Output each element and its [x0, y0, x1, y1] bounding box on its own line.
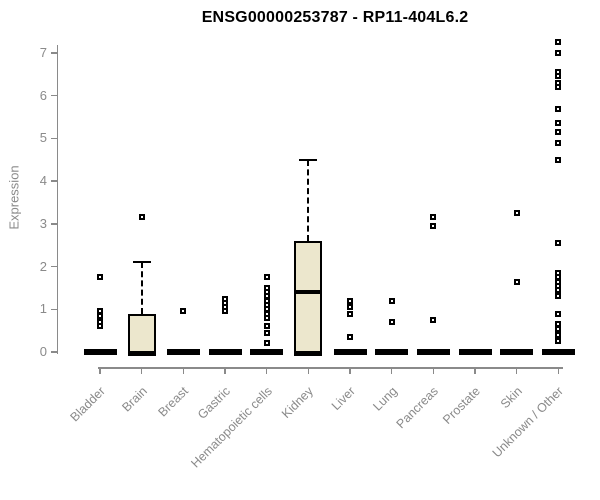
outlier-point [347, 334, 354, 341]
outlier-point [97, 323, 103, 330]
zero-bar [166, 349, 200, 355]
outlier-point [388, 297, 395, 304]
outlier-point [263, 314, 270, 321]
outlier-point [555, 39, 562, 46]
y-tick-label: 5 [39, 130, 47, 146]
x-tick [307, 367, 310, 374]
zero-bar [458, 349, 492, 355]
whisker [140, 262, 143, 314]
y-tick [51, 351, 57, 353]
box [127, 313, 156, 356]
zero-bar [541, 349, 575, 355]
x-tick [182, 367, 185, 374]
y-axis-line [56, 45, 58, 354]
outlier-point [555, 287, 562, 294]
y-tick-label: 1 [39, 301, 47, 317]
zero-bar [500, 349, 534, 355]
y-tick [51, 94, 57, 97]
outlier-point [430, 214, 437, 221]
x-tick [349, 367, 351, 374]
outlier-point [555, 120, 562, 127]
x-tick [390, 367, 393, 374]
median-line [294, 290, 323, 295]
chart-title: ENSG00000253787 - RP11-404L6.2 [201, 9, 469, 26]
y-tick-label: 3 [39, 215, 47, 231]
zero-bar [250, 349, 284, 355]
outlier-point [555, 310, 562, 317]
outlier-point [263, 340, 270, 347]
outlier-point [347, 310, 354, 317]
outlier-point [263, 329, 270, 336]
zero-bar [416, 349, 450, 355]
x-tick [140, 367, 143, 374]
x-tick [515, 367, 518, 374]
y-tick-label: 6 [39, 87, 47, 103]
y-tick [51, 265, 57, 268]
x-tick [432, 367, 435, 374]
outlier-point [347, 297, 354, 304]
y-tick [51, 137, 57, 140]
zero-bar [333, 349, 367, 355]
outlier-point [97, 274, 103, 281]
outlier-point [263, 274, 270, 281]
outlier-point [555, 156, 562, 163]
y-tick-label: 4 [39, 173, 47, 189]
zero-bar [83, 349, 117, 355]
y-tick-label: 2 [39, 258, 47, 274]
zero-bar [375, 349, 409, 355]
y-tick [51, 52, 57, 54]
outlier-point [180, 308, 187, 315]
x-tick [224, 367, 226, 374]
outlier-point [555, 129, 562, 136]
y-tick-label: 0 [39, 344, 47, 359]
y-tick [51, 308, 57, 311]
x-tick [99, 367, 101, 374]
outlier-point [513, 278, 520, 285]
whisker-cap [132, 261, 151, 264]
x-tick [557, 367, 560, 374]
outlier-point [555, 105, 562, 112]
outlier-point [555, 139, 562, 146]
box [294, 240, 323, 356]
outlier-point [555, 293, 562, 300]
outlier-point [513, 210, 520, 217]
outlier-point [222, 308, 228, 315]
y-tick [51, 180, 57, 182]
outlier-point [263, 323, 270, 330]
outlier-point [388, 319, 395, 326]
zero-bar [208, 349, 242, 355]
x-tick [474, 367, 476, 374]
outlier-point [138, 214, 145, 221]
outlier-point [555, 331, 562, 338]
outlier-point [555, 240, 562, 247]
outlier-point [97, 312, 103, 319]
x-axis-line [98, 367, 563, 369]
whisker-cap [299, 158, 318, 161]
x-tick [265, 367, 268, 374]
outlier-point [555, 73, 562, 80]
y-tick [51, 223, 57, 225]
outlier-point [555, 325, 562, 332]
whisker [307, 159, 310, 241]
y-tick-label: 7 [39, 45, 47, 60]
outlier-point [555, 50, 562, 56]
outlier-point [555, 84, 562, 91]
outlier-point [555, 338, 562, 345]
outlier-point [430, 316, 437, 323]
outlier-point [347, 304, 354, 311]
outlier-point [430, 222, 437, 229]
